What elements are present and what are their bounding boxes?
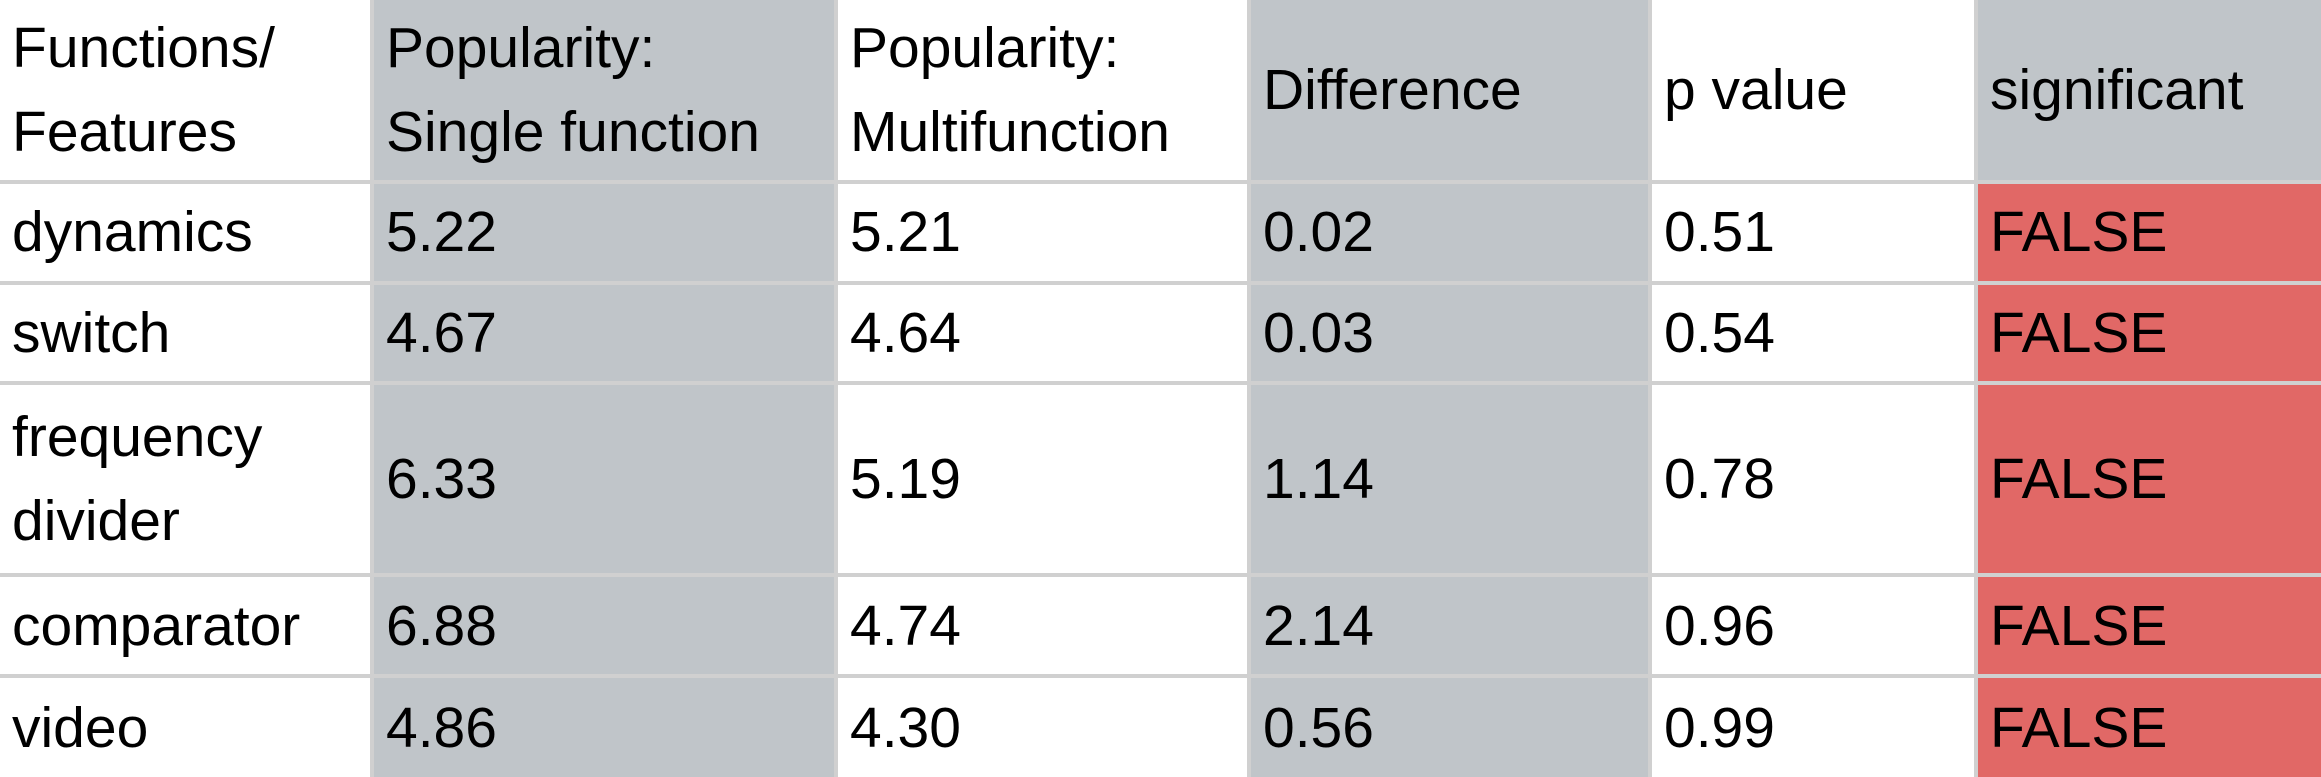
table-row: dynamics 5.22 5.21 0.02 0.51 FALSE (0, 179, 2321, 283)
cell-multi: 5.21 (834, 179, 1249, 283)
header-popularity-single: Popularity: Single function (370, 0, 836, 182)
cell-multi: 4.30 (834, 674, 1249, 777)
cell-multi: 5.19 (834, 381, 1249, 576)
cell-significant: FALSE (1974, 179, 2321, 283)
feature-line: comparator (12, 593, 301, 658)
header-significant: significant (1974, 0, 2321, 182)
feature-line: dynamics (12, 200, 253, 265)
cell-significant: FALSE (1974, 573, 2321, 677)
cell-multi: 4.74 (834, 573, 1249, 677)
header-line: Functions/ (12, 15, 275, 80)
header-line: Features (12, 99, 237, 164)
cell-p-value: 0.96 (1648, 573, 1976, 677)
feature-line: video (12, 695, 149, 760)
cell-p-value: 0.78 (1648, 381, 1976, 576)
header-difference: Difference (1247, 0, 1650, 182)
header-line: Single function (386, 99, 760, 164)
table-row: comparator 6.88 4.74 2.14 0.96 FALSE (0, 573, 2321, 677)
cell-difference: 0.02 (1247, 179, 1650, 283)
cell-single: 4.67 (370, 280, 836, 384)
cell-single: 5.22 (370, 179, 836, 283)
table-row: video 4.86 4.30 0.56 0.99 FALSE (0, 674, 2321, 777)
header-functions-features: Functions/ Features (0, 0, 372, 182)
cell-p-value: 0.51 (1648, 179, 1976, 283)
cell-feature: dynamics (0, 179, 372, 283)
cell-difference: 2.14 (1247, 573, 1650, 677)
cell-difference: 1.14 (1247, 381, 1650, 576)
header-line: p value (1664, 57, 1848, 122)
header-line: Multifunction (850, 99, 1170, 164)
header-line: Popularity: (386, 15, 656, 80)
header-row: Functions/ Features Popularity: Single f… (0, 0, 2321, 182)
cell-single: 6.33 (370, 381, 836, 576)
cell-feature: frequency divider (0, 381, 372, 576)
header-line: Popularity: (850, 15, 1120, 80)
cell-difference: 0.03 (1247, 280, 1650, 384)
cell-significant: FALSE (1974, 381, 2321, 576)
cell-significant: FALSE (1974, 280, 2321, 384)
cell-difference: 0.56 (1247, 674, 1650, 777)
cell-p-value: 0.54 (1648, 280, 1976, 384)
table-row: switch 4.67 4.64 0.03 0.54 FALSE (0, 280, 2321, 384)
cell-feature: comparator (0, 573, 372, 677)
header-line: Difference (1263, 57, 1522, 122)
header-p-value: p value (1648, 0, 1976, 182)
header-popularity-multi: Popularity: Multifunction (834, 0, 1249, 182)
cell-significant: FALSE (1974, 674, 2321, 777)
cell-single: 4.86 (370, 674, 836, 777)
cell-multi: 4.64 (834, 280, 1249, 384)
feature-line: frequency (12, 405, 263, 470)
table-row: frequency divider 6.33 5.19 1.14 0.78 FA… (0, 381, 2321, 576)
cell-single: 6.88 (370, 573, 836, 677)
feature-line: switch (12, 300, 171, 365)
header-line: significant (1990, 57, 2244, 122)
cell-feature: video (0, 674, 372, 777)
feature-line: divider (12, 489, 180, 554)
cell-feature: switch (0, 280, 372, 384)
cell-p-value: 0.99 (1648, 674, 1976, 777)
